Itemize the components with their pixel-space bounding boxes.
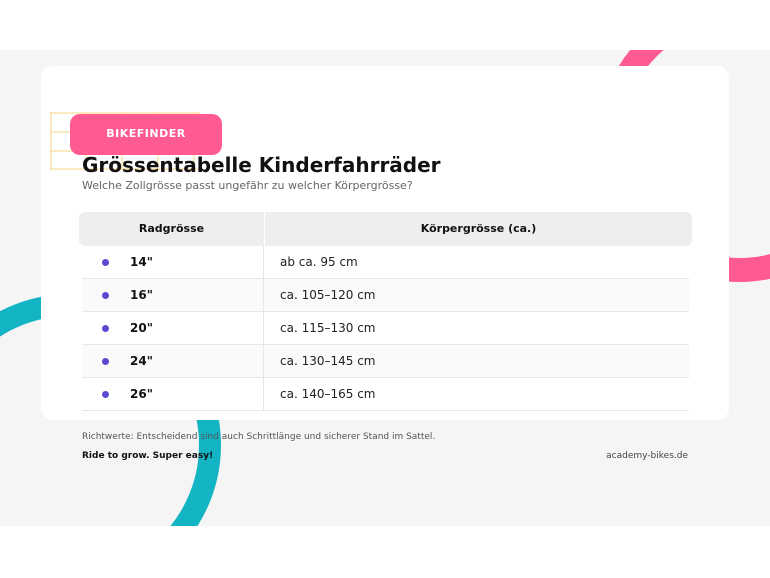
wheel-size-cell: 24" [82, 345, 264, 377]
column-header-wheel-size: Radgrösse [79, 212, 265, 246]
wheel-size-cell: 16" [82, 279, 264, 311]
wheel-size-value: 20" [130, 321, 153, 335]
table-row: 14" ab ca. 95 cm [82, 246, 689, 279]
wheel-size-cell: 14" [82, 246, 264, 278]
bullet-icon [102, 324, 109, 332]
body-height-value: ab ca. 95 cm [280, 255, 358, 269]
wheel-size-cell: 26" [82, 378, 264, 410]
table-body: 14" ab ca. 95 cm 16" ca. 105–120 cm 20" … [82, 246, 689, 411]
table-row: 20" ca. 115–130 cm [82, 312, 689, 345]
wheel-size-cell: 20" [82, 312, 264, 344]
bullet-icon [102, 357, 109, 365]
body-height-value: ca. 140–165 cm [280, 387, 376, 401]
guidance-note: Richtwerte: Entscheidend sind auch Schri… [82, 432, 436, 442]
column-header-body-height: Körpergrösse (ca.) [420, 222, 537, 235]
page-subtitle: Welche Zollgrösse passt ungefähr zu welc… [82, 179, 413, 192]
site-link[interactable]: academy-bikes.de [606, 451, 688, 461]
table-header: Radgrösse Körpergrösse (ca.) [79, 212, 692, 246]
bullet-icon [102, 390, 109, 398]
wheel-size-value: 14" [130, 255, 153, 269]
bikefinder-badge[interactable]: BIKEFINDER [70, 114, 222, 155]
page-title: Grössentabelle Kinderfahrräder [82, 153, 441, 177]
bullet-icon [102, 258, 109, 266]
body-height-value: ca. 105–120 cm [280, 288, 376, 302]
size-table: Radgrösse Körpergrösse (ca.) 14" ab ca. … [79, 212, 692, 411]
body-height-value: ca. 115–130 cm [280, 321, 376, 335]
body-height-value: ca. 130–145 cm [280, 354, 376, 368]
table-row: 24" ca. 130–145 cm [82, 345, 689, 378]
wheel-size-value: 16" [130, 288, 153, 302]
wheel-size-value: 26" [130, 387, 153, 401]
bullet-icon [102, 291, 109, 299]
table-row: 26" ca. 140–165 cm [82, 378, 689, 411]
table-row: 16" ca. 105–120 cm [82, 279, 689, 312]
wheel-size-value: 24" [130, 354, 153, 368]
slogan: Ride to grow. Super easy! [82, 451, 214, 461]
